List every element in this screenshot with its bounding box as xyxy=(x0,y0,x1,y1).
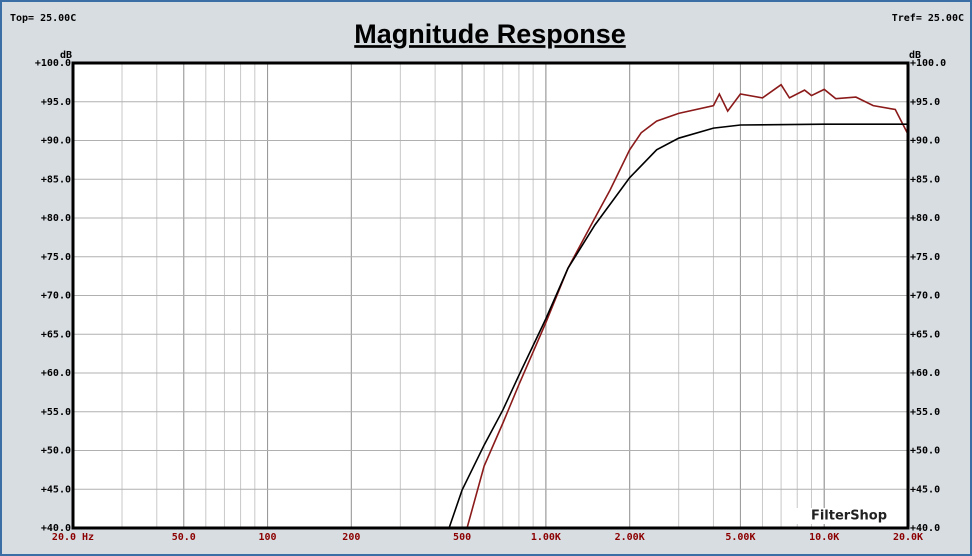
response-line xyxy=(73,83,909,529)
plot-border xyxy=(71,61,910,530)
y-tick-label: +70.0 xyxy=(41,291,71,302)
x-tick-label: 2.00K xyxy=(615,532,645,543)
y2-unit: dB xyxy=(909,50,921,61)
watermark: FilterShop xyxy=(811,509,887,524)
x-tick-label: 20.0 Hz xyxy=(52,532,94,543)
y2-tick-label: +65.0 xyxy=(910,329,940,340)
y-tick-label: +45.0 xyxy=(41,484,71,495)
y-tick-label: +80.0 xyxy=(41,213,71,224)
y-tick-label: +85.0 xyxy=(41,174,71,185)
x-tick-label: 100 xyxy=(259,532,277,543)
x-tick-label: 20.0K xyxy=(893,532,923,543)
y2-tick-label: +85.0 xyxy=(910,174,940,185)
y2-tick-label: +40.0 xyxy=(910,523,940,534)
y-tick-label: +90.0 xyxy=(41,136,71,147)
y-tick-label: +55.0 xyxy=(41,407,71,418)
y-tick-label: +60.0 xyxy=(41,368,71,379)
y-tick-label: +100.0 xyxy=(35,58,71,69)
x-tick-label: 5.00K xyxy=(725,532,755,543)
y-tick-label: +65.0 xyxy=(41,329,71,340)
y2-tick-label: +90.0 xyxy=(910,136,940,147)
x-tick-label: 1.00K xyxy=(531,532,561,543)
y2-tick-label: +80.0 xyxy=(910,213,940,224)
y2-tick-label: +100.0 xyxy=(910,58,946,69)
y2-tick-label: +45.0 xyxy=(910,484,940,495)
y-tick-label: +50.0 xyxy=(41,446,71,457)
y-unit: dB xyxy=(60,50,72,61)
y2-tick-label: +55.0 xyxy=(910,407,940,418)
response-line xyxy=(73,123,908,529)
y2-tick-label: +60.0 xyxy=(910,368,940,379)
x-tick-label: 50.0 xyxy=(172,532,196,543)
x-tick-label: 500 xyxy=(453,532,471,543)
y2-tick-label: +75.0 xyxy=(910,252,940,263)
watermark-bg xyxy=(796,508,902,524)
tref-temp: Tref= 25.00C xyxy=(892,13,964,24)
x-tick-label: 10.0K xyxy=(809,532,839,543)
y-tick-label: +75.0 xyxy=(41,252,71,263)
y-tick-label: +95.0 xyxy=(41,97,71,108)
chart-title: Magnitude Response xyxy=(354,19,626,49)
y2-tick-label: +95.0 xyxy=(910,97,940,108)
top-temp: Top= 25.00C xyxy=(10,13,76,24)
x-tick-label: 200 xyxy=(342,532,360,543)
y2-tick-label: +70.0 xyxy=(910,291,940,302)
y2-tick-label: +50.0 xyxy=(910,446,940,457)
y-tick-label: +40.0 xyxy=(41,523,71,534)
